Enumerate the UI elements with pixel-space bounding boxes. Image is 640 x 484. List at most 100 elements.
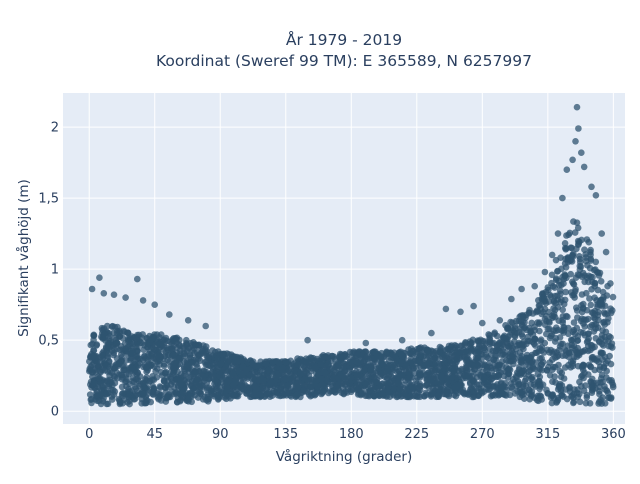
data-point (581, 347, 589, 354)
data-point (553, 275, 560, 282)
data-point (385, 372, 393, 380)
data-point (600, 342, 607, 349)
data-point (129, 365, 136, 372)
data-point (127, 340, 134, 348)
data-point (111, 346, 118, 354)
data-point (521, 395, 528, 403)
data-point (599, 327, 606, 334)
data-point (184, 317, 192, 324)
data-point (587, 301, 595, 309)
data-point (505, 352, 512, 359)
data-point (538, 347, 545, 354)
data-point (386, 393, 394, 401)
y-tick-label: 0 (51, 405, 59, 420)
data-point (161, 378, 168, 385)
data-point (437, 382, 445, 389)
data-point (539, 358, 547, 366)
data-point (122, 294, 129, 301)
data-point (343, 352, 350, 360)
data-point (508, 295, 515, 303)
data-point (311, 381, 318, 388)
data-point (221, 394, 228, 401)
data-point (560, 327, 568, 334)
data-point (263, 385, 271, 392)
data-point (444, 375, 452, 383)
data-point (557, 373, 565, 381)
data-point (104, 400, 112, 408)
data-point (588, 286, 595, 293)
data-point (528, 319, 535, 327)
data-point (497, 338, 504, 346)
data-point (414, 389, 421, 396)
data-point (223, 386, 231, 394)
data-point (556, 343, 564, 350)
data-point (137, 339, 144, 347)
data-point (605, 338, 612, 345)
y-tick-label: 1,5 (38, 192, 59, 207)
data-point (537, 336, 545, 344)
data-point (110, 291, 118, 299)
data-point (450, 384, 458, 392)
data-point (390, 385, 398, 392)
data-point (292, 392, 300, 400)
data-point (192, 379, 199, 387)
data-point (346, 358, 354, 366)
data-point (122, 345, 130, 353)
data-point (567, 270, 574, 278)
data-point (555, 361, 562, 369)
data-point (200, 342, 207, 349)
data-point (349, 349, 356, 357)
data-point (597, 278, 605, 285)
data-point (492, 356, 500, 364)
data-point (584, 337, 591, 345)
data-point (423, 362, 431, 369)
data-point (559, 313, 567, 320)
data-point (600, 364, 608, 372)
data-point (152, 368, 159, 375)
y-tick-label: 1 (51, 263, 59, 278)
data-point (511, 390, 519, 397)
data-point (126, 400, 133, 408)
data-point (309, 365, 316, 372)
data-point (127, 356, 134, 364)
data-point (464, 363, 471, 370)
data-point (347, 388, 355, 396)
data-point (354, 351, 362, 359)
data-point (529, 373, 536, 381)
data-point (582, 382, 589, 389)
data-point (559, 306, 566, 314)
y-tick-label: 0,5 (38, 334, 59, 349)
data-point (598, 230, 605, 237)
data-point (362, 339, 370, 347)
data-point (528, 351, 536, 359)
data-point (544, 284, 552, 291)
data-point (437, 372, 445, 380)
data-point (239, 370, 246, 378)
data-point (572, 138, 579, 145)
data-point (361, 366, 368, 374)
data-point (432, 373, 440, 381)
data-point (601, 321, 608, 328)
data-point (211, 380, 218, 388)
data-point (517, 324, 524, 332)
x-axis-ticks: 0 45 90 135 180 225 270 315 360 (85, 427, 626, 442)
data-point (546, 319, 553, 326)
data-point (564, 342, 572, 350)
x-tick-label: 180 (339, 427, 364, 442)
data-point (578, 291, 586, 298)
chart-title: År 1979 - 2019 (286, 30, 402, 49)
data-point (405, 369, 413, 376)
x-tick-label: 90 (212, 427, 229, 442)
data-point (116, 346, 124, 354)
data-point (377, 370, 385, 378)
data-point (161, 352, 168, 360)
data-point (601, 383, 608, 390)
data-point (369, 369, 377, 377)
data-point (340, 390, 347, 397)
data-point (525, 324, 533, 332)
data-point (580, 163, 588, 171)
data-point (535, 377, 543, 385)
data-point (512, 350, 519, 358)
data-point (151, 301, 158, 309)
data-point (603, 374, 610, 381)
